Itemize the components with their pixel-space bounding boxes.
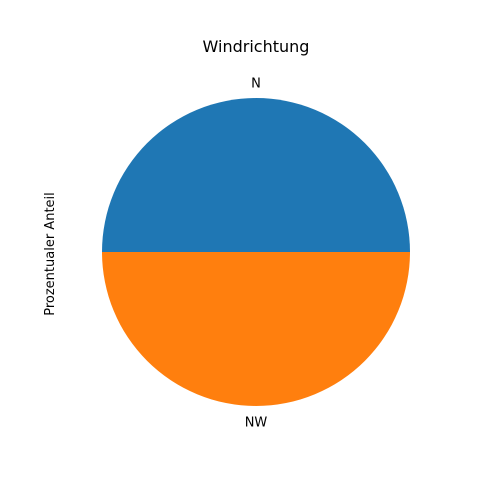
- pie-slice-n: [102, 98, 410, 252]
- chart-title: Windrichtung: [203, 37, 310, 56]
- pie-slice-labels: N NW: [245, 77, 268, 431]
- pie-slice-nw: [102, 252, 410, 406]
- pie-label-nw: NW: [245, 415, 268, 430]
- y-axis-label: Prozentualer Anteil: [43, 192, 58, 316]
- pie-slices: [102, 98, 410, 406]
- pie-label-n: N: [251, 77, 261, 92]
